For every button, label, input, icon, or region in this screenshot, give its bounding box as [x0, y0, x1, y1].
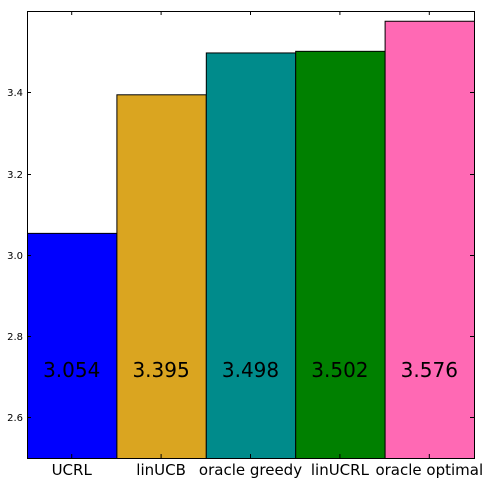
x-tick-label: oracle optimal [375, 461, 483, 479]
x-tick-label: linUCRL [311, 461, 370, 479]
y-tick-label: 3.0 [7, 251, 23, 262]
bar-linucrl [295, 50, 386, 459]
y-tick-label: 2.6 [7, 413, 23, 424]
data-label: 3.498 [222, 358, 279, 382]
bar-linucb [116, 94, 207, 460]
bar-oracle-greedy [205, 52, 297, 459]
data-label: 3.576 [401, 358, 458, 382]
data-labels-group: 3.054 3.395 3.498 3.502 3.576 [43, 358, 458, 382]
x-tick-label: UCRL [52, 461, 93, 479]
y-tick-label: 3.2 [7, 170, 23, 181]
y-tick-label: 3.4 [7, 88, 23, 99]
x-axis: UCRL linUCB oracle greedy linUCRL oracle opt… [52, 11, 483, 479]
plot-area-frame [27, 11, 475, 459]
x-tick-label: linUCB [136, 461, 186, 479]
data-label: 3.054 [43, 358, 100, 382]
data-label: 3.395 [132, 358, 189, 382]
bars-group [27, 20, 476, 460]
data-label: 3.502 [311, 358, 368, 382]
x-tick-label: oracle greedy [199, 461, 302, 479]
bar-ucrl [27, 232, 118, 459]
y-tick-label: 2.8 [7, 332, 23, 343]
bar-oracle-optimal [384, 20, 476, 460]
